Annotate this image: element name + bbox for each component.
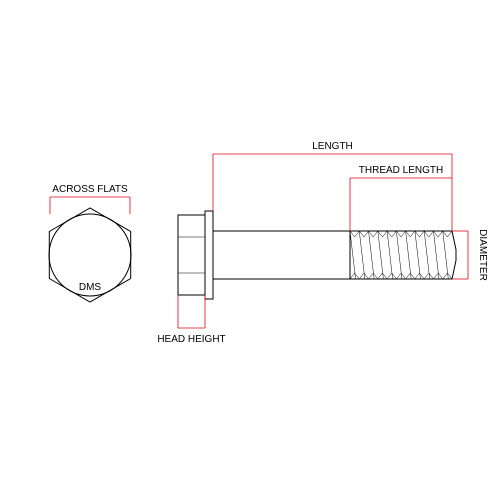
thread-length-label: THREAD LENGTH — [359, 165, 443, 176]
across-flats-label: ACROSS FLATS — [52, 184, 128, 195]
bolt-thread — [350, 231, 456, 279]
dms-label: DMS — [79, 282, 102, 293]
head-height-label: HEAD HEIGHT — [157, 334, 225, 345]
bolt-flange — [205, 211, 213, 299]
diameter-label: DIAMETER — [477, 229, 488, 281]
bolt-shaft — [213, 231, 350, 279]
bolt-head-side — [178, 215, 205, 295]
length-label: LENGTH — [312, 141, 353, 152]
